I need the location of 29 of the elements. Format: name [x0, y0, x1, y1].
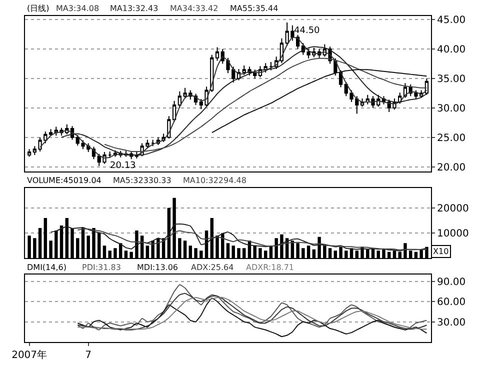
y-tick-label: 60.00: [437, 297, 466, 308]
text: VOLUME:45019.04: [27, 176, 102, 185]
annotation: 44.50: [294, 26, 320, 36]
y-tick-label: 30.00: [437, 317, 466, 328]
text: MA5:32330.33: [113, 176, 172, 185]
chart-title: (日线): [27, 4, 50, 13]
y-tick-label: 25.00: [437, 132, 466, 144]
y-tick-label: 30.00: [437, 103, 466, 114]
text: PDI:31.83: [82, 263, 121, 272]
x-tick-label: 7: [85, 350, 92, 361]
text: MA34:33.42: [170, 4, 218, 13]
text: X10: [433, 247, 449, 256]
y-tick-label: 35.00: [437, 74, 466, 85]
y-tick-label: 40.00: [437, 44, 466, 56]
chart-title: DMI(14,6): [27, 263, 66, 272]
text: MA55:35.44: [230, 4, 278, 13]
y-tick-label: 90.00: [437, 276, 466, 288]
text: MDI:13.06: [137, 263, 178, 272]
x-tick-label: 2007年: [12, 349, 48, 361]
text: ADXR:18.71: [246, 263, 294, 272]
text: MA10:32294.48: [183, 176, 246, 185]
annotation: 20.13: [110, 161, 136, 171]
y-tick-label: 20000: [437, 203, 469, 214]
text: MA3:34.08: [56, 4, 100, 13]
y-tick-label: 45.00: [437, 15, 466, 26]
text: MA13:32.43: [110, 4, 158, 13]
y-tick-label: 20.00: [437, 162, 466, 174]
y-tick-label: 10000: [437, 228, 469, 240]
text: ADX:25.64: [191, 263, 234, 272]
